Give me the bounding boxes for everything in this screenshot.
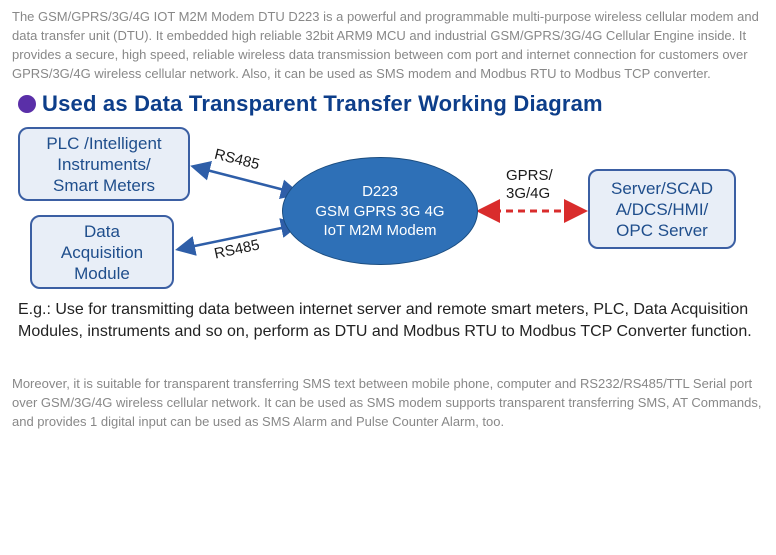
- node-daq-line1: Data: [84, 221, 120, 242]
- node-daq: Data Acquisition Module: [30, 215, 174, 289]
- heading-row: Used as Data Transparent Transfer Workin…: [0, 87, 776, 119]
- bullet-icon: [18, 95, 36, 113]
- node-server: Server/SCAD A/DCS/HMI/ OPC Server: [588, 169, 736, 249]
- edge-label-gprs-2: 3G/4G: [506, 185, 550, 202]
- node-center-modem: D223 GSM GPRS 3G 4G IoT M2M Modem: [282, 157, 478, 265]
- edge-label-rs485-top: RS485: [213, 146, 262, 174]
- intro-paragraph: The GSM/GPRS/3G/4G IOT M2M Modem DTU D22…: [0, 0, 776, 87]
- edge-label-rs485-bottom: RS485: [213, 237, 261, 263]
- node-server-line1: Server/SCAD: [611, 178, 713, 199]
- node-center-line3: IoT M2M Modem: [323, 221, 436, 241]
- node-center-line2: GSM GPRS 3G 4G: [315, 202, 444, 222]
- node-daq-line2: Acquisition: [61, 242, 143, 263]
- example-text: E.g.: Use for transmitting data between …: [18, 299, 758, 342]
- node-plc: PLC /Intelligent Instruments/ Smart Mete…: [18, 127, 190, 201]
- node-plc-line3: Smart Meters: [53, 175, 155, 196]
- edge-label-gprs-1: GPRS/: [506, 167, 553, 184]
- diagram-heading: Used as Data Transparent Transfer Workin…: [42, 91, 603, 117]
- node-server-line2: A/DCS/HMI/: [616, 199, 709, 220]
- node-center-line1: D223: [362, 182, 398, 202]
- node-daq-line3: Module: [74, 263, 130, 284]
- node-server-line3: OPC Server: [616, 220, 708, 241]
- node-plc-line1: PLC /Intelligent: [46, 133, 161, 154]
- working-diagram: PLC /Intelligent Instruments/ Smart Mete…: [0, 119, 776, 369]
- outro-paragraph: Moreover, it is suitable for transparent…: [0, 369, 776, 436]
- node-plc-line2: Instruments/: [57, 154, 151, 175]
